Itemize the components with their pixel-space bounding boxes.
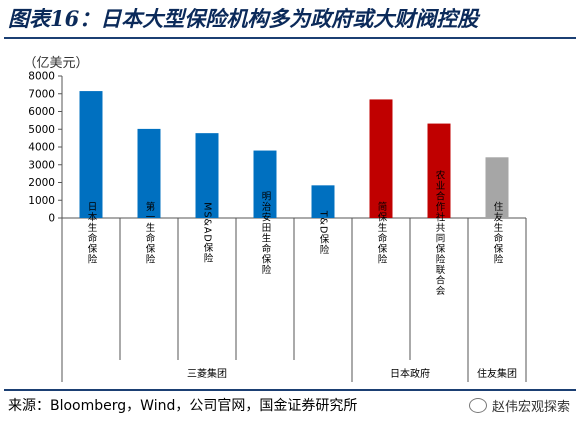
- x-category-label: 住友生命保险: [492, 201, 504, 265]
- y-tick-label: 7000: [28, 88, 55, 100]
- watermark-text: 赵伟宏观探索: [491, 399, 570, 415]
- source-note: 来源：Bloomberg，Wind，公司官网，国金证券研究所: [8, 398, 358, 414]
- bar-chart: （亿美元） 0 1000 2000 3000 4000 5000 6000 7000 8000 日本…: [23, 56, 527, 382]
- wechat-icon: [468, 397, 487, 413]
- x-category-label: T&D保险: [318, 210, 330, 256]
- watermark: 赵伟宏观探索: [468, 393, 570, 417]
- bar: [79, 91, 103, 218]
- y-unit-label: （亿美元）: [23, 56, 88, 71]
- x-category-label: 简保生命保险: [376, 201, 388, 265]
- y-tick-label: 6000: [28, 106, 55, 118]
- y-tick-label: 2000: [28, 177, 55, 189]
- y-tick-label: 8000: [28, 71, 55, 83]
- bar: [195, 133, 219, 218]
- bar: [369, 99, 393, 218]
- group-label: 住友集团: [477, 367, 517, 380]
- group-label: 三菱集团: [187, 367, 227, 380]
- bar: [253, 150, 277, 218]
- y-tick-label: 4000: [28, 142, 55, 154]
- y-tick-label: 5000: [28, 124, 55, 136]
- x-category-label: 明治安田生命保险: [260, 191, 272, 275]
- bar: [427, 123, 451, 218]
- x-category-label: MS&AD保险: [202, 202, 214, 263]
- x-category-label: 第一生命保险: [144, 201, 156, 265]
- title-divider: [4, 37, 576, 39]
- chart-title: 图表16：日本大型保险机构多为政府或大财阀控股: [8, 6, 479, 31]
- bar: [311, 185, 335, 218]
- y-tick-label: 1000: [28, 195, 55, 207]
- y-tick-label: 0: [48, 213, 55, 225]
- bar: [137, 128, 161, 218]
- source-divider: [4, 389, 576, 391]
- y-tick-label: 3000: [28, 159, 55, 171]
- bar: [485, 157, 509, 218]
- x-category-label: 日本生命保险: [86, 202, 98, 265]
- group-label: 日本政府: [390, 367, 430, 380]
- x-category-label: 农业合作社共同保险联合会: [434, 169, 446, 296]
